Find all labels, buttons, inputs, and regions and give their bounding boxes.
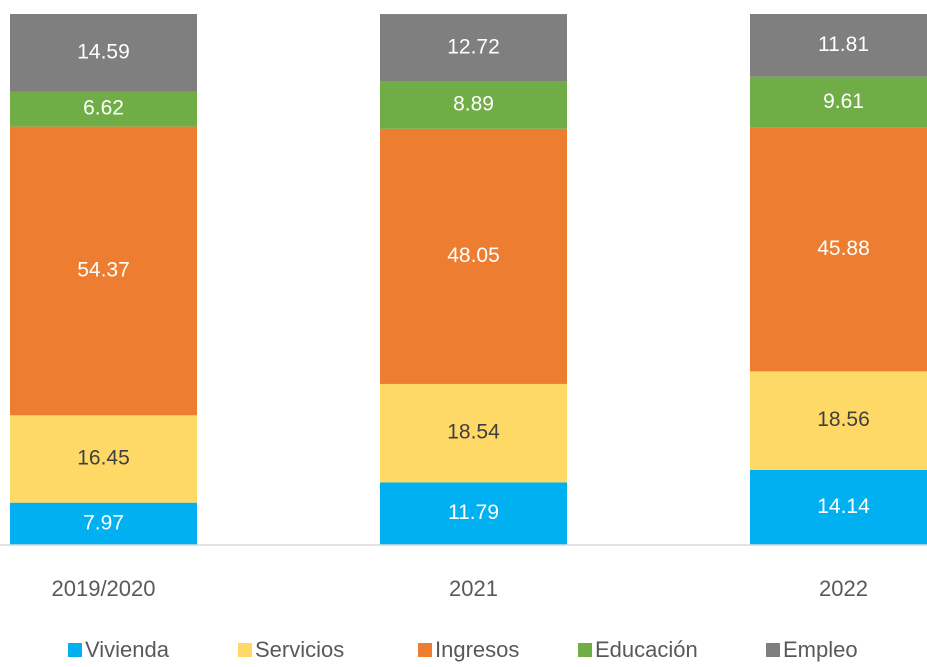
bar-segment [10,502,197,545]
bar-segment [750,371,927,470]
legend-swatch [418,643,432,657]
data-label: 12.72 [447,35,500,58]
bar-segment [380,383,567,483]
legend-swatch [238,643,252,657]
bar-segment [380,81,567,129]
x-tick-label: 2021 [449,576,498,601]
bar-segment [380,14,567,82]
data-label: 11.79 [448,501,499,524]
bar-segment [380,482,567,545]
bar-segment [10,91,197,127]
legend-swatch [68,643,82,657]
x-tick-label: 2022 [819,576,868,601]
legend-swatch [766,643,780,657]
data-label: 8.89 [453,93,494,116]
data-label: 14.14 [817,495,870,518]
data-label: 54.37 [77,259,130,282]
data-label: 45.88 [817,237,870,260]
bar-segment [750,76,927,128]
bar-segment [750,14,927,77]
data-label: 9.61 [823,90,864,113]
bar-segment [10,415,197,503]
legend-label: Ingresos [435,637,519,662]
legend-label: Servicios [255,637,344,662]
bar-segment [750,127,927,372]
data-label: 7.97 [83,511,124,534]
legend-label: Educación [595,637,698,662]
data-label: 18.56 [817,408,870,431]
x-tick-label: 2019/2020 [52,576,156,601]
data-label: 16.45 [77,447,130,470]
data-label: 18.54 [447,421,500,444]
data-label: 14.59 [77,40,130,63]
bar-segment [750,469,927,545]
legend-label: Vivienda [85,637,170,662]
data-label: 11.81 [818,33,869,56]
bar-segment [10,126,197,416]
data-label: 6.62 [83,97,124,120]
bar-segment [380,128,567,384]
data-label: 48.05 [447,244,500,267]
legend-label: Empleo [783,637,858,662]
legend-swatch [578,643,592,657]
bar-segment [10,14,197,92]
